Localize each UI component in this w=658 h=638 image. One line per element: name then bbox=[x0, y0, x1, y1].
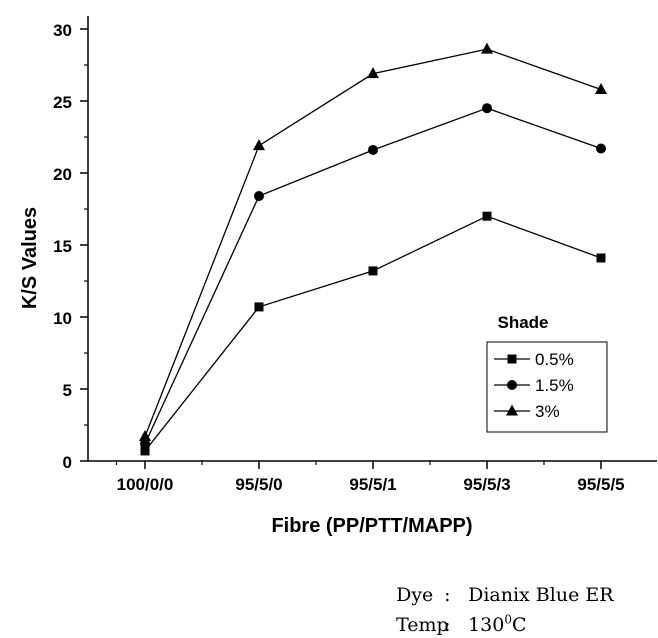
y-tick-label: 0 bbox=[63, 453, 72, 472]
data-point bbox=[368, 144, 378, 155]
temp-separator: : bbox=[444, 614, 451, 637]
y-tick-label: 10 bbox=[53, 309, 72, 328]
temp-value: 1300C bbox=[468, 613, 527, 637]
data-point bbox=[482, 103, 492, 114]
data-point bbox=[368, 266, 378, 276]
data-point bbox=[254, 191, 264, 202]
y-tick-label: 20 bbox=[53, 165, 72, 184]
data-point bbox=[367, 67, 379, 79]
legend-marker bbox=[506, 404, 518, 416]
y-axis-label: K/S Values bbox=[19, 207, 41, 309]
data-point bbox=[481, 42, 493, 54]
series-layer bbox=[139, 42, 607, 456]
data-point bbox=[139, 430, 151, 442]
legend-marker bbox=[507, 354, 517, 364]
data-point bbox=[595, 82, 607, 94]
data-point bbox=[596, 143, 606, 154]
x-tick-label: 95/5/3 bbox=[463, 475, 510, 494]
data-point bbox=[482, 211, 492, 221]
x-tick-label: 95/5/5 bbox=[577, 475, 624, 494]
y-tick-label: 15 bbox=[53, 237, 72, 256]
x-tick-label: 95/5/1 bbox=[349, 475, 396, 494]
y-ticks: 0 5 10 15 20 25 30 bbox=[53, 21, 88, 472]
legend: Shade 0.5% 1.5% 3% bbox=[486, 313, 608, 433]
x-axis: 100/0/0 95/5/0 95/5/1 95/5/3 95/5/5 bbox=[88, 460, 657, 494]
series bbox=[139, 42, 607, 442]
y-tick-label: 25 bbox=[53, 93, 72, 112]
temp-degree: 0 bbox=[504, 613, 512, 627]
temp-number: 130 bbox=[468, 614, 505, 637]
legend-label: 1.5% bbox=[535, 376, 574, 395]
legend-box bbox=[486, 341, 608, 433]
dye-separator: : bbox=[444, 584, 451, 606]
temp-label: Temp bbox=[396, 614, 449, 637]
dye-note: Dye: Dianix Blue ER bbox=[384, 556, 614, 608]
dye-value: Dianix Blue ER bbox=[468, 584, 614, 606]
series bbox=[140, 211, 606, 456]
data-point bbox=[254, 302, 264, 312]
x-ticks: 100/0/0 95/5/0 95/5/1 95/5/3 95/5/5 bbox=[115, 461, 625, 494]
legend-label: 3% bbox=[535, 402, 560, 421]
x-tick-label: 95/5/0 bbox=[235, 475, 282, 494]
data-point bbox=[253, 139, 265, 151]
x-tick-label: 100/0/0 bbox=[117, 475, 174, 494]
legend-title: Shade bbox=[497, 313, 548, 332]
y-tick-label: 30 bbox=[53, 21, 72, 40]
series bbox=[140, 103, 606, 449]
legend-label: 0.5% bbox=[535, 350, 574, 369]
data-point bbox=[140, 438, 150, 449]
temp-unit: C bbox=[512, 614, 527, 637]
legend-items: 0.5% 1.5% 3% bbox=[494, 350, 574, 421]
data-point bbox=[596, 253, 606, 263]
y-tick-label: 5 bbox=[63, 381, 72, 400]
dye-label: Dye bbox=[396, 584, 434, 606]
y-axis: 0 5 10 15 20 25 30 bbox=[53, 16, 89, 472]
data-point bbox=[140, 446, 150, 456]
chart: 0 5 10 15 20 25 30 100/0/0 95/5/0 95/5/1 95/5/3 95… bbox=[19, 16, 657, 537]
x-axis-label: Fibre (PP/PTT/MAPP) bbox=[271, 515, 472, 537]
legend-marker bbox=[507, 380, 517, 390]
temp-note: Temp: 1300C bbox=[384, 581, 527, 638]
